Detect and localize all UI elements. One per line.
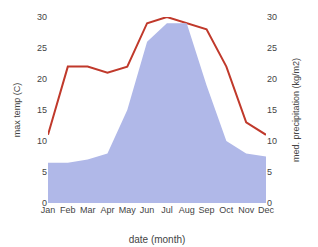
svg-text:date (month): date (month) — [129, 234, 186, 245]
svg-text:Jan: Jan — [41, 205, 56, 215]
svg-text:May: May — [119, 205, 137, 215]
svg-text:0: 0 — [267, 198, 272, 208]
svg-text:Aug: Aug — [179, 205, 195, 215]
svg-text:25: 25 — [267, 43, 277, 53]
svg-text:max temp (C): max temp (C) — [12, 83, 22, 138]
svg-text:15: 15 — [37, 105, 47, 115]
svg-text:5: 5 — [42, 167, 47, 177]
svg-text:10: 10 — [37, 136, 47, 146]
svg-text:30: 30 — [37, 12, 47, 22]
svg-text:Dec: Dec — [258, 205, 275, 215]
svg-text:Mar: Mar — [80, 205, 96, 215]
svg-text:5: 5 — [267, 167, 272, 177]
svg-text:30: 30 — [267, 12, 277, 22]
svg-text:15: 15 — [267, 105, 277, 115]
svg-text:20: 20 — [37, 74, 47, 84]
svg-text:20: 20 — [267, 74, 277, 84]
svg-text:Nov: Nov — [238, 205, 255, 215]
svg-text:Sep: Sep — [199, 205, 215, 215]
svg-text:Oct: Oct — [219, 205, 234, 215]
svg-text:0: 0 — [42, 198, 47, 208]
svg-text:Jul: Jul — [161, 205, 173, 215]
svg-text:25: 25 — [37, 43, 47, 53]
svg-text:Feb: Feb — [60, 205, 76, 215]
svg-text:Jun: Jun — [140, 205, 155, 215]
svg-text:10: 10 — [267, 136, 277, 146]
svg-text:med. precipitation (kg/m2): med. precipitation (kg/m2) — [291, 58, 301, 162]
svg-text:Apr: Apr — [100, 205, 114, 215]
